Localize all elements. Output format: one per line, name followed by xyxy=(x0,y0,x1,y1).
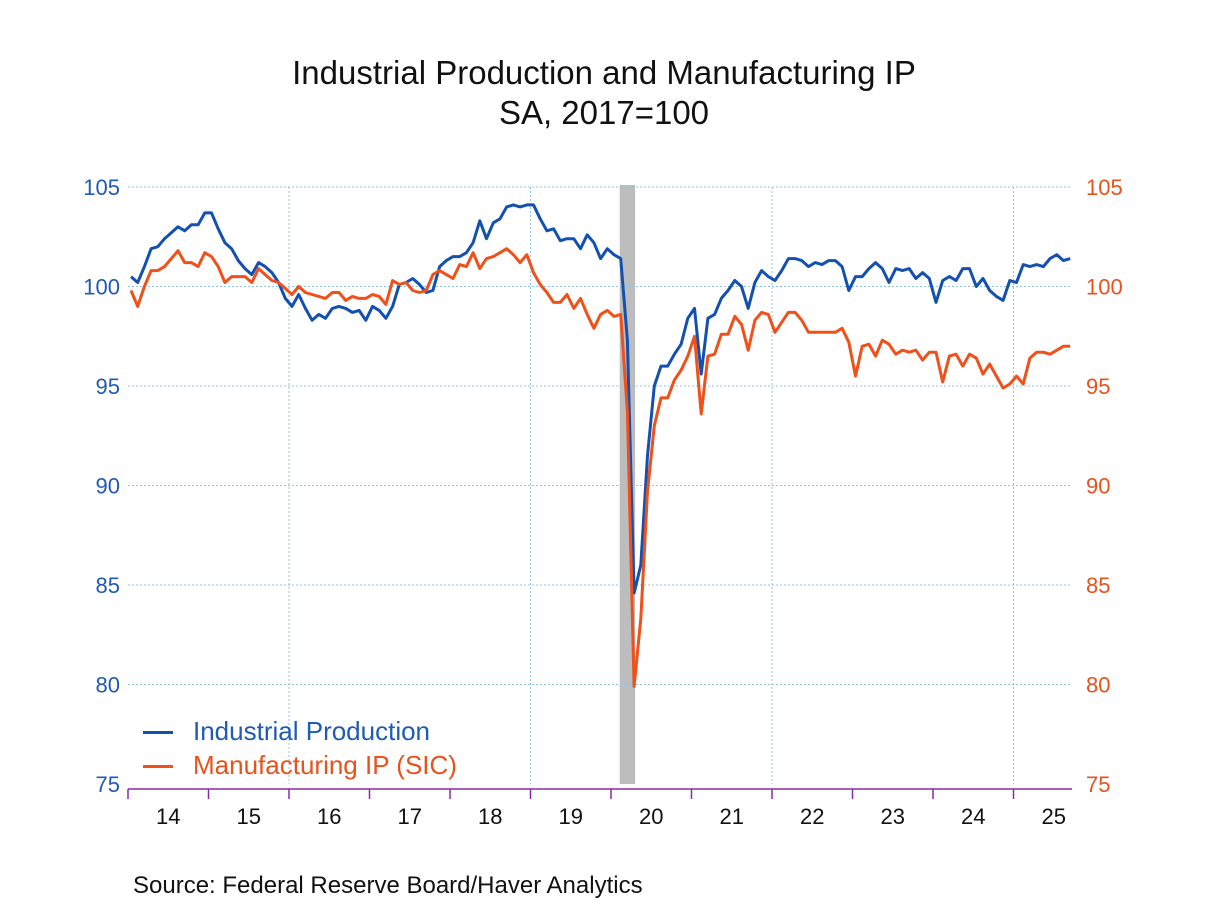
legend-swatch-manufacturing-ip xyxy=(143,765,173,768)
x-tick-label: 14 xyxy=(156,804,180,829)
x-tick-label: 22 xyxy=(800,804,824,829)
x-tick-label: 24 xyxy=(961,804,985,829)
y-left-tick-label: 75 xyxy=(96,772,120,797)
y-right-tick-label: 105 xyxy=(1086,175,1123,200)
y-left-tick-label: 105 xyxy=(83,175,120,200)
y-right-tick-label: 100 xyxy=(1086,275,1123,300)
x-tick-label: 19 xyxy=(559,804,583,829)
legend-label-manufacturing-ip: Manufacturing IP (SIC) xyxy=(193,750,457,780)
x-tick-label: 20 xyxy=(639,804,663,829)
y-right-tick-label: 90 xyxy=(1086,474,1110,499)
y-left-tick-label: 95 xyxy=(96,374,120,399)
legend-swatch-industrial-production xyxy=(143,731,173,734)
y-right-tick-label: 80 xyxy=(1086,673,1110,698)
x-tick-label: 21 xyxy=(720,804,744,829)
source-note: Source: Federal Reserve Board/Haver Anal… xyxy=(133,872,643,899)
y-left-tick-label: 85 xyxy=(96,573,120,598)
legend-label-industrial-production: Industrial Production xyxy=(193,716,431,746)
y-left-tick-label: 90 xyxy=(96,474,120,499)
chart-title: Industrial Production and Manufacturing … xyxy=(292,54,916,91)
y-left-tick-label: 80 xyxy=(96,673,120,698)
series-line-industrial-production xyxy=(130,203,1071,595)
chart-subtitle: SA, 2017=100 xyxy=(498,94,710,131)
y-right-tick-label: 75 xyxy=(1086,772,1110,797)
y-right-tick-label: 95 xyxy=(1086,374,1110,399)
x-tick-label: 17 xyxy=(398,804,422,829)
y-left-tick-label: 100 xyxy=(83,275,120,300)
y-right-tick-label: 85 xyxy=(1086,573,1110,598)
x-tick-label: 16 xyxy=(317,804,341,829)
x-tick-label: 23 xyxy=(881,804,905,829)
x-tick-label: 15 xyxy=(237,804,261,829)
x-tick-label: 25 xyxy=(1042,804,1066,829)
x-tick-label: 18 xyxy=(478,804,502,829)
series-line-manufacturing-ip xyxy=(129,247,1071,688)
